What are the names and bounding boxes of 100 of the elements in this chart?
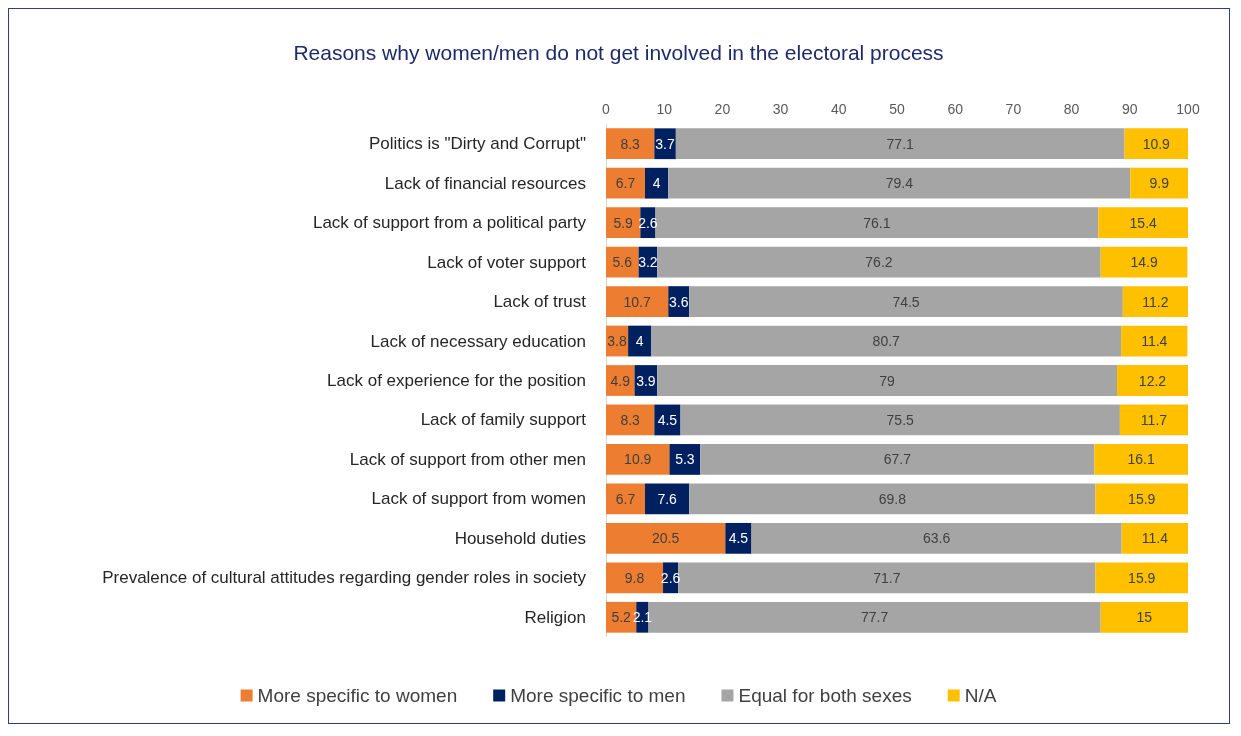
data-label: 14.9 bbox=[1130, 254, 1158, 271]
data-label: 12.2 bbox=[1138, 372, 1167, 389]
data-label: 8.3 bbox=[620, 135, 641, 152]
data-label: 11.7 bbox=[1140, 411, 1168, 428]
data-label: 3.2 bbox=[638, 254, 658, 271]
bar bbox=[680, 404, 1120, 436]
y-tick-label: Religion bbox=[524, 607, 586, 627]
data-label: 16.1 bbox=[1127, 451, 1155, 468]
data-label: 76.1 bbox=[863, 214, 891, 231]
bar bbox=[657, 365, 1117, 396]
data-label: 77.7 bbox=[860, 609, 889, 626]
data-label: 5.6 bbox=[612, 254, 633, 271]
legend-label: Equal for both sexes bbox=[738, 685, 912, 706]
data-label: 15.9 bbox=[1128, 490, 1156, 507]
bar bbox=[606, 286, 669, 317]
bar bbox=[655, 207, 1099, 239]
bar bbox=[644, 483, 690, 515]
x-tick-label: 0 bbox=[602, 101, 611, 117]
bar bbox=[1122, 286, 1188, 317]
bar bbox=[725, 522, 752, 554]
bar bbox=[1130, 167, 1188, 199]
data-label: 10.7 bbox=[623, 293, 651, 310]
data-label: 5.2 bbox=[611, 609, 632, 626]
y-tick-label: Lack of family support bbox=[420, 410, 587, 430]
x-tick-label: 90 bbox=[1122, 101, 1138, 117]
bar bbox=[606, 128, 655, 160]
data-label: 77.1 bbox=[886, 135, 915, 152]
data-label: 20.5 bbox=[652, 530, 680, 547]
bar bbox=[644, 167, 669, 199]
bar bbox=[1094, 444, 1188, 475]
data-label: 15 bbox=[1136, 609, 1153, 626]
bar bbox=[669, 444, 701, 475]
legend-label: More specific to men bbox=[510, 685, 686, 706]
data-label: 80.7 bbox=[872, 333, 901, 350]
data-label: 4 bbox=[652, 175, 661, 192]
x-tick-label: 80 bbox=[1063, 101, 1080, 117]
data-label: 6.7 bbox=[615, 175, 636, 192]
bar bbox=[1119, 404, 1188, 436]
y-tick-label: Lack of voter support bbox=[427, 252, 587, 272]
data-label: 75.5 bbox=[886, 411, 915, 428]
bar bbox=[1121, 522, 1188, 554]
data-label: 3.6 bbox=[669, 293, 689, 310]
chart-title: Reasons why women/men do not get involved in the electoral process bbox=[293, 41, 944, 64]
bar bbox=[1121, 325, 1188, 357]
data-label: 3.7 bbox=[655, 135, 676, 152]
x-tick-label: 10 bbox=[656, 101, 673, 117]
data-label: 3.8 bbox=[607, 333, 627, 350]
bar bbox=[606, 522, 726, 554]
bar bbox=[751, 522, 1122, 554]
data-label: 76.2 bbox=[865, 254, 893, 271]
data-label: 4.9 bbox=[610, 372, 631, 389]
bar bbox=[689, 286, 1123, 317]
x-tick-label: 20 bbox=[714, 101, 731, 117]
data-label: 5.9 bbox=[613, 214, 634, 231]
data-label: 5.3 bbox=[675, 451, 695, 468]
data-label: 8.3 bbox=[620, 411, 641, 428]
x-tick-label: 70 bbox=[1005, 101, 1022, 117]
bar bbox=[1095, 562, 1188, 594]
bar bbox=[651, 325, 1122, 357]
data-label: 79.4 bbox=[885, 175, 914, 192]
data-label: 4.5 bbox=[657, 411, 678, 428]
data-label: 67.7 bbox=[883, 451, 912, 468]
x-tick-label: 30 bbox=[772, 101, 789, 117]
data-label: 79 bbox=[879, 372, 896, 389]
data-label: 9.9 bbox=[1149, 175, 1170, 192]
bar bbox=[628, 325, 652, 357]
data-label: 15.9 bbox=[1128, 569, 1156, 586]
y-tick-label: Lack of support from women bbox=[371, 489, 586, 509]
y-tick-label: Lack of necessary education bbox=[370, 331, 586, 351]
data-label: 6.7 bbox=[615, 490, 636, 507]
y-tick-label: Lack of trust bbox=[493, 292, 587, 312]
bar bbox=[606, 246, 639, 278]
y-tick-label: Lack of support from a political party bbox=[312, 213, 587, 233]
bar bbox=[1095, 483, 1188, 515]
bar bbox=[606, 365, 635, 396]
data-label: 4.5 bbox=[728, 530, 749, 547]
x-tick-label: 40 bbox=[831, 101, 847, 117]
data-label: 7.6 bbox=[657, 490, 678, 507]
legend-label: More specific to women bbox=[257, 685, 458, 706]
bar bbox=[657, 246, 1101, 278]
bar bbox=[1100, 246, 1188, 278]
bar bbox=[606, 444, 670, 475]
bar bbox=[689, 483, 1096, 515]
data-label: 11.4 bbox=[1141, 333, 1168, 350]
bar bbox=[1100, 601, 1188, 633]
data-label: 10.9 bbox=[1142, 135, 1171, 152]
data-label: 9.8 bbox=[624, 569, 645, 586]
y-tick-label: Household duties bbox=[454, 528, 586, 548]
x-tick-label: 60 bbox=[947, 101, 964, 117]
y-tick-label: Lack of support from other men bbox=[349, 449, 586, 469]
data-label: 10.9 bbox=[624, 451, 652, 468]
y-tick-label: Prevalence of cultural attitudes regarding gender roles in society bbox=[102, 568, 587, 588]
legend-label: N/A bbox=[964, 685, 997, 706]
data-label: 4 bbox=[635, 333, 644, 350]
y-tick-label: Politics is "Dirty and Corrupt" bbox=[368, 134, 586, 154]
bar bbox=[1098, 207, 1188, 239]
data-label: 3.9 bbox=[636, 372, 656, 389]
data-label: 11.2 bbox=[1142, 293, 1169, 310]
data-label: 11.4 bbox=[1141, 530, 1169, 547]
bar bbox=[678, 562, 1096, 594]
